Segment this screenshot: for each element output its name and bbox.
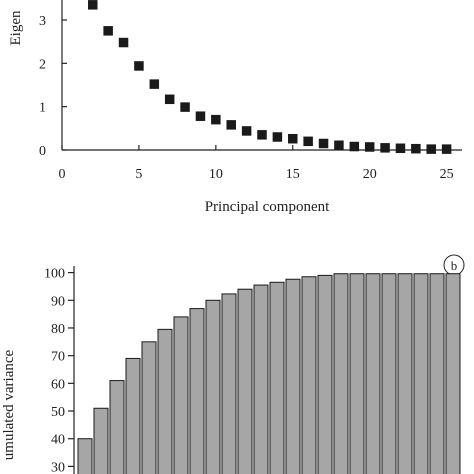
eigenvalue-point (318, 138, 329, 149)
cumulative-variance-bar (317, 274, 333, 474)
cumulative-variance-bar (173, 316, 189, 474)
eigenvalue-point (364, 142, 375, 152)
cumulative-variance-bar (269, 281, 285, 474)
eigenvalue-point (134, 61, 144, 71)
cumulative-variance-bar (93, 407, 109, 474)
cumulative-variance-bar (221, 293, 237, 474)
x-tick-label: 0 (59, 167, 66, 182)
eigenvalue-point (118, 37, 129, 48)
eigenvalue-point (257, 130, 267, 140)
cumulative-variance-bar (253, 284, 269, 474)
eigenvalue-point (426, 144, 436, 154)
cumulative-variance-bar (285, 278, 301, 474)
cumulative-variance-bar (381, 273, 397, 474)
y-tick-label: 50 (51, 405, 65, 420)
y-tick-label: 0 (39, 144, 46, 159)
y-tick-label: 70 (51, 350, 65, 365)
y-tick-label: 100 (44, 267, 65, 282)
cumulative-variance-bar (141, 341, 157, 474)
eigenvalue-point (380, 143, 390, 153)
eigenvalue-point (395, 143, 406, 154)
cumulative-variance-bar (429, 273, 445, 474)
eigenvalue-point (211, 114, 221, 125)
y-tick-label: 40 (51, 433, 65, 448)
x-tick-label: 25 (440, 167, 454, 182)
eigenvalue-point (88, 0, 98, 10)
cumulative-variance-bar (77, 438, 93, 474)
y-tick-label: 90 (51, 294, 65, 309)
cumulative-variance-bar (397, 273, 413, 474)
eigenvalue-point (180, 102, 190, 112)
y-tick-label: 80 (51, 322, 65, 337)
eigenvalue-point (226, 120, 236, 130)
eigenvalue-point (149, 79, 160, 89)
y-axis-title-eigen: Eigen (8, 10, 24, 45)
y-tick-label: 3 (39, 14, 46, 29)
x-tick-label: 15 (286, 167, 300, 182)
cumulative-variance-bar (413, 273, 429, 474)
cumulative-variance-bar (333, 273, 349, 474)
cumulative-variance-bar (349, 273, 365, 474)
x-tick-label: 10 (209, 167, 223, 182)
cumulative-variance-bar (445, 273, 461, 474)
y-tick-label: 2 (39, 57, 46, 72)
eigenvalue-point (272, 132, 283, 142)
cumulative-variance-bar (125, 357, 141, 474)
eigenvalue-point (195, 111, 206, 121)
x-tick-label: 20 (363, 167, 377, 182)
x-tick-label: 5 (135, 167, 142, 182)
eigenvalue-point (334, 140, 344, 150)
cumulative-variance-panel: b umulated variance 30 40 50 60 70 80 90 100 (1, 254, 465, 474)
cumulative-variance-bar (109, 380, 125, 474)
eigenvalue-point (303, 136, 313, 147)
cumulative-variance-bar (365, 273, 381, 474)
eigenvalue-point (103, 26, 113, 36)
eigenvalue-point (441, 144, 452, 154)
panel-label-b: b (451, 258, 458, 273)
eigenvalue-point (349, 141, 360, 152)
cumulative-variance-bar (205, 299, 221, 474)
cumulative-variance-bar (237, 288, 253, 474)
cumulative-variance-bar (301, 276, 317, 474)
eigenvalue-point (241, 126, 252, 136)
y-axis-title-variance: umulated variance (1, 349, 17, 460)
cumulative-variance-bar (189, 308, 205, 474)
eigenvalue-point (411, 143, 421, 154)
y-tick-label: 60 (51, 377, 65, 392)
cumulative-variance-bar (157, 328, 173, 474)
y-tick-label: 1 (39, 101, 46, 116)
eigenvalue-point (288, 133, 298, 144)
eigenvalue-point (164, 94, 175, 105)
y-tick-label: 30 (51, 460, 65, 474)
eigenvalue-panel: Eigen 0 1 2 3 0 5 10 15 20 25 Principal componen… (8, 0, 462, 215)
x-axis-title: Principal component (205, 199, 330, 215)
